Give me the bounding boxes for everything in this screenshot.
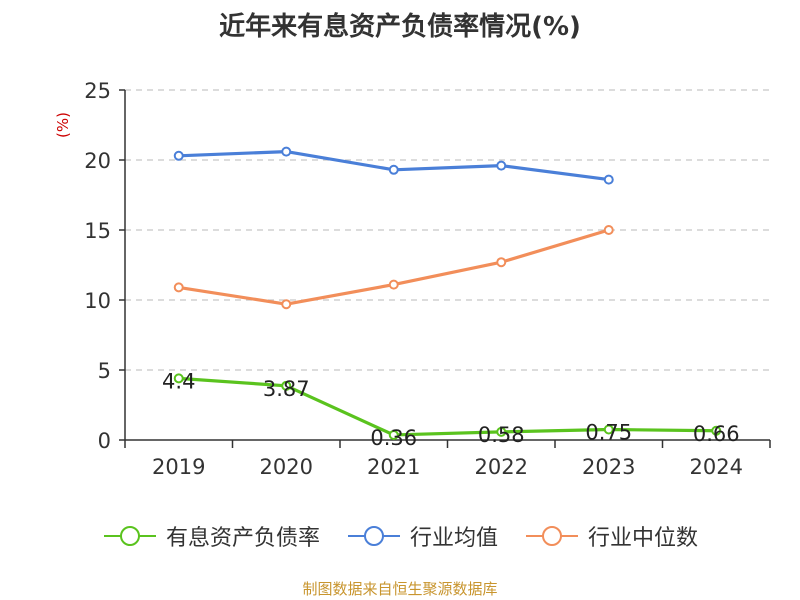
y-tick-label: 5 [98, 359, 111, 383]
data-label: 3.87 [263, 377, 310, 401]
legend-label: 行业中位数 [588, 526, 699, 551]
series-line-0 [178, 376, 717, 437]
data-point [173, 282, 184, 293]
legend-swatch-orange [526, 526, 578, 546]
y-tick-label: 20 [84, 149, 111, 173]
legend-swatch-blue [347, 526, 400, 546]
data-point [281, 299, 292, 310]
x-tick-label: 2024 [690, 455, 743, 479]
x-tick-label: 2023 [582, 455, 635, 479]
x-tick-label: 2019 [152, 455, 205, 479]
data-point [388, 279, 399, 290]
data-point [603, 225, 614, 235]
y-tick-label: 15 [84, 219, 111, 243]
y-tick-label: 0 [98, 429, 111, 453]
x-tick-label: 2021 [367, 455, 420, 479]
data-label: 0.75 [585, 421, 632, 445]
source-note: 制图数据来自恒生聚源数据库 [302, 580, 498, 598]
legend-label: 有息资产负债率 [165, 526, 320, 551]
x-tick-label: 2020 [260, 455, 313, 479]
data-point [281, 146, 292, 157]
legend-item-industry-mean[interactable]: 行业均值 [346, 520, 498, 552]
data-point [603, 424, 614, 435]
data-point [281, 380, 292, 391]
legend-swatch-green [103, 526, 156, 546]
data-point [603, 174, 614, 185]
series-line-2 [178, 228, 610, 306]
y-tick-label: 10 [84, 289, 111, 313]
legend-item-interest-debt-ratio[interactable]: 有息资产负债率 [102, 520, 320, 552]
data-label: 0.66 [693, 422, 740, 446]
data-label: 0.36 [370, 426, 417, 450]
x-tick-label: 2022 [475, 455, 528, 479]
legend: 有息资产负债率 行业均值 行业中位数 [0, 520, 800, 552]
data-point [711, 425, 722, 436]
legend-label: 行业均值 [409, 526, 498, 551]
y-tick-label: 25 [84, 79, 111, 103]
data-point [388, 429, 399, 440]
data-point [496, 160, 507, 171]
data-label: 0.58 [478, 423, 525, 447]
chart-title: 近年来有息资产负债率情况(%) [219, 12, 581, 42]
legend-item-industry-median[interactable]: 行业中位数 [524, 520, 698, 552]
data-label: 4.4 [162, 369, 195, 393]
y-axis-label: (%) [54, 112, 72, 138]
data-point [388, 164, 399, 175]
data-point [496, 257, 507, 268]
data-point [173, 150, 184, 161]
data-point [173, 373, 184, 384]
data-point [496, 426, 507, 437]
